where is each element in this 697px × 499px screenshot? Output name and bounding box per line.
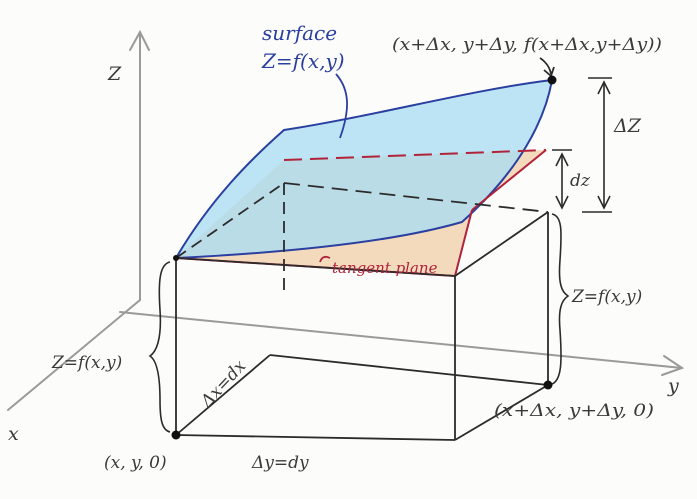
box-top-left-dashed [175, 182, 285, 259]
axes [7, 29, 685, 411]
delta-z-arrowhead-bottom [597, 195, 611, 210]
base-near-label: (x, y, 0) [104, 453, 167, 473]
height-right-label: Z=f(x,y) [571, 287, 642, 307]
z-axis-label: Z [107, 63, 122, 85]
dimension-markers [148, 77, 612, 433]
base-point-near-dot [171, 430, 181, 440]
x-axis-label: x [8, 423, 19, 445]
x-axis [7, 299, 141, 411]
delta-z-arrowhead-top [597, 80, 611, 95]
delta-y-label: Δy=dy [251, 453, 309, 473]
z-axis-arrowhead [129, 29, 150, 51]
height-left-label: Z=f(x,y) [51, 353, 122, 373]
box-bottom-right [454, 384, 549, 441]
height-right-brace [551, 213, 570, 385]
surface-corner-dot [173, 255, 179, 261]
y-axis-arrowhead [661, 355, 685, 376]
dz-arrowhead-bottom [555, 195, 569, 210]
surface-fill [176, 80, 552, 258]
tangent-leader [319, 255, 331, 263]
box [175, 182, 549, 441]
height-left-brace [148, 261, 171, 433]
tangent-edge-right [471, 149, 547, 211]
points [171, 75, 557, 440]
dz-label: dz [570, 171, 591, 191]
surface-label-line1: surface [262, 21, 337, 45]
base-point-far-dot [543, 380, 553, 390]
base-far-label: (x+Δx, y+Δy, 0) [494, 401, 654, 421]
tangent-plane-label: tangent plane [332, 259, 438, 277]
top-point-label: (x+Δx, y+Δy, f(x+Δx,y+Δy)) [392, 35, 662, 55]
tangent-edge-right-lower [454, 209, 473, 277]
y-axis [119, 311, 683, 369]
y-axis-label: y [667, 375, 679, 397]
surface-label-line2: Z=f(x,y) [261, 49, 345, 73]
box-bottom-front [175, 434, 456, 441]
box-top-right [454, 211, 549, 277]
top-point-dot [547, 75, 557, 85]
box-bottom-left [175, 354, 271, 436]
box-top-front [175, 257, 456, 277]
top-point-leader [539, 57, 552, 75]
delta-z-label: ΔZ [613, 115, 642, 137]
box-bottom-back [269, 354, 549, 386]
tangent-edge-far-dashed [283, 149, 547, 161]
box-top-back-dashed [283, 182, 549, 213]
dz-arrowhead-top [555, 152, 569, 167]
surface-leader [335, 73, 348, 139]
delta-x-label: Δx=dx [196, 356, 250, 412]
